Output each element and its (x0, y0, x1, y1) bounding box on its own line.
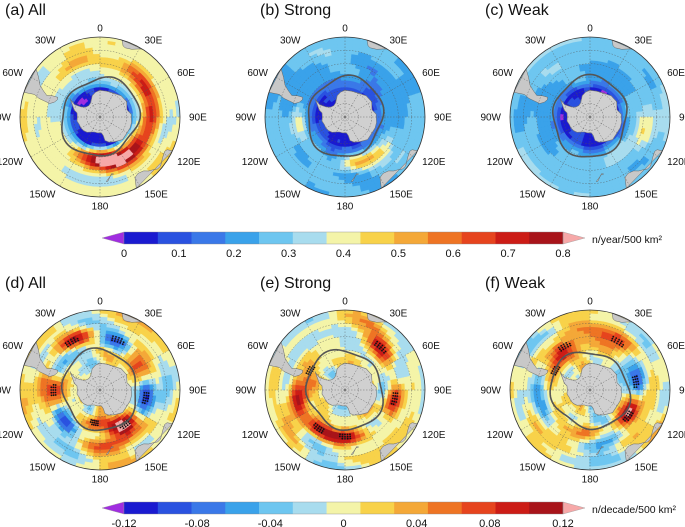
lon-label: 120W (0, 157, 23, 168)
lon-label: 150E (390, 190, 414, 201)
lon-label: 60W (247, 68, 268, 79)
antarctica (69, 89, 132, 143)
panel-title-b: (b) Strong (260, 2, 331, 19)
meridian-line (30, 116, 101, 158)
meridian-line (30, 76, 101, 118)
lon-label: 90E (434, 113, 452, 124)
lon-label: 60W (2, 68, 23, 79)
lon-label: 180 (92, 202, 109, 213)
lon-label: 60E (422, 68, 440, 79)
panel-title-a: (a) All (5, 2, 46, 19)
field-layer (20, 37, 180, 197)
lon-label: 60E (667, 68, 685, 79)
south-america (23, 68, 58, 104)
map-panel-d: 030E60E90E120E150E180150W120W90W60W30W(d… (0, 275, 207, 486)
lon-label: 30E (635, 35, 653, 46)
field-layer (20, 310, 180, 470)
lon-label: 120E (177, 157, 201, 168)
lon-label: 30W (525, 35, 546, 46)
lon-label: 30W (280, 35, 301, 46)
latitude-circle (73, 90, 127, 144)
field-cell (91, 37, 101, 42)
lon-label: 120E (667, 157, 685, 168)
field-cell (20, 116, 25, 126)
lon-label: 120E (422, 157, 446, 168)
meridian-line (99, 116, 141, 187)
lon-label: 30E (390, 35, 408, 46)
map-panel-a: 0 30E 60E 90E 120E 150E 180 150W 120W 90W 60W 30W (a… (0, 2, 207, 213)
map-panels: 0 30E 60E 90E 120E 150E 180 150W 120W 90W 60W 30W (a… (0, 2, 685, 486)
map-rim (19, 36, 181, 198)
meridian-line (99, 116, 170, 158)
lon-label: 90W (480, 113, 501, 124)
field-cell (175, 108, 180, 118)
panel-title-c: (c) Weak (485, 2, 550, 19)
meridian-line (99, 47, 141, 118)
field-cell (99, 192, 109, 197)
field-layer (265, 37, 425, 197)
africa (121, 39, 143, 50)
lon-label: 120W (242, 157, 269, 168)
new-zealand (105, 173, 114, 183)
lon-label: 150E (145, 190, 169, 201)
lon-label: 90E (189, 113, 207, 124)
latitude-circle (46, 63, 154, 171)
lon-label: 120W (487, 157, 514, 168)
lon-label: 90E (679, 113, 685, 124)
lon-label: 150W (29, 190, 56, 201)
lon-label: 0 (342, 24, 348, 35)
sea-ice-edge (61, 76, 142, 157)
field-layer (510, 37, 670, 197)
lon-label: 90W (0, 113, 12, 124)
lon-label: 150W (519, 190, 546, 201)
lon-label: 0 (97, 24, 103, 35)
map-panel-b: 0 30E 60E 90E 120E 150E 180 150W 120W 90W 60W 30W (b… (235, 2, 452, 213)
meridian-line (59, 47, 101, 118)
lon-label: 150E (635, 190, 659, 201)
lon-label: 60W (492, 68, 513, 79)
lon-label: 30E (145, 35, 163, 46)
lon-label: 180 (582, 202, 599, 213)
map-panel-c: 0 30E 60E 90E 120E 150E 180 150W 120W 90W 60W 30W (c… (480, 2, 685, 213)
lon-label: 30W (35, 35, 56, 46)
africa (611, 39, 633, 50)
lon-label: 180 (337, 202, 354, 213)
lon-label: 60E (177, 68, 195, 79)
lon-label: 90W (235, 113, 256, 124)
lon-label: 0 (587, 24, 593, 35)
lon-label: 150W (274, 190, 301, 201)
africa (366, 39, 388, 50)
